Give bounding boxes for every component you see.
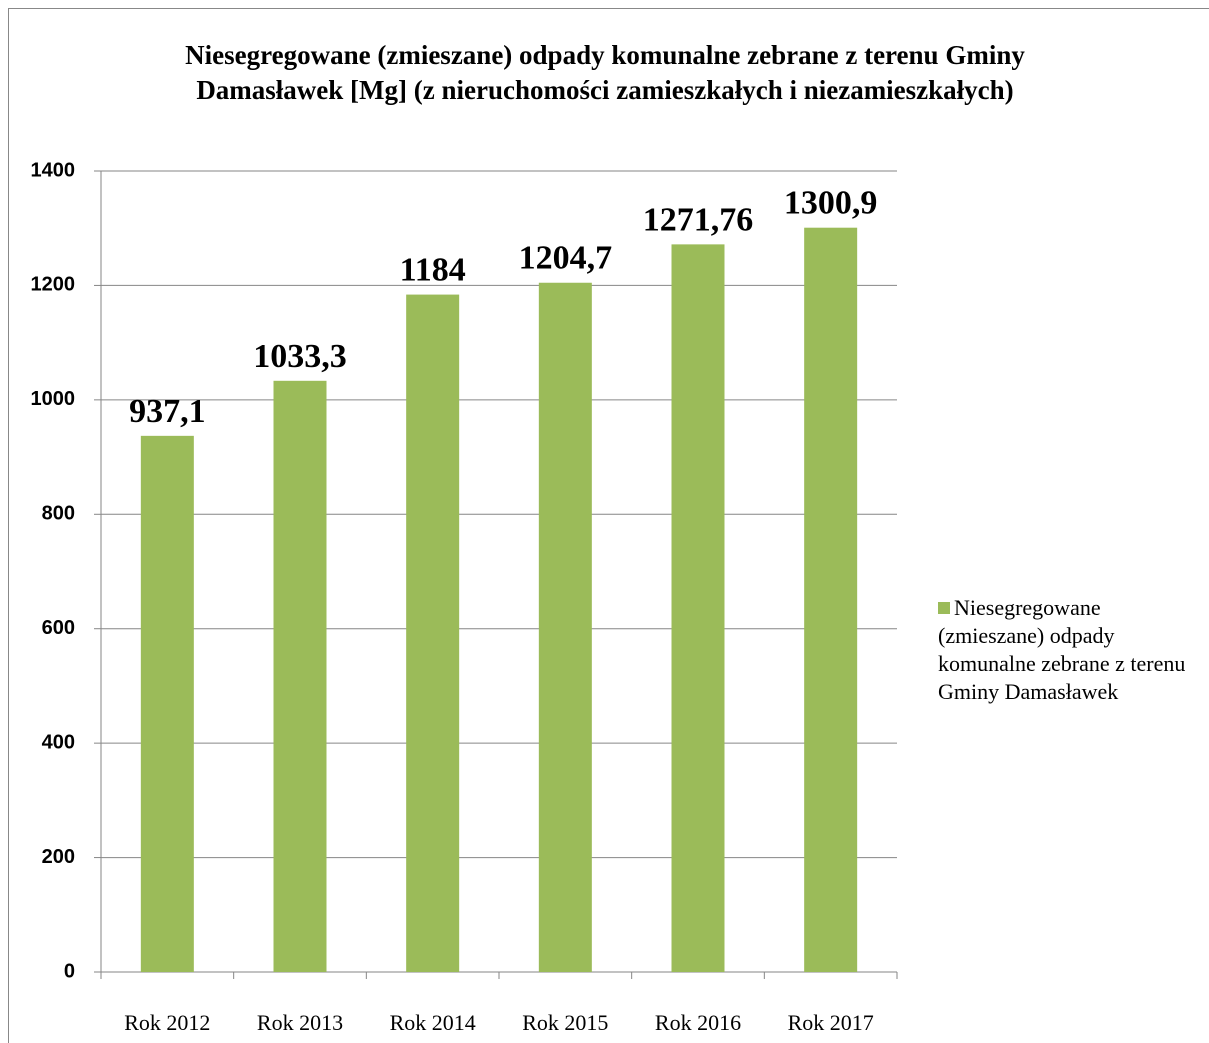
y-tick-label: 1400: [31, 159, 76, 181]
x-tick-label: Rok 2012: [124, 1010, 210, 1035]
bar: [538, 282, 592, 972]
value-label: 937,1: [129, 393, 206, 430]
value-label: 1271,76: [643, 201, 754, 238]
bar: [804, 227, 858, 973]
x-tick-label: Rok 2015: [522, 1010, 608, 1035]
y-tick-label: 0: [64, 960, 75, 982]
bar: [671, 244, 725, 973]
x-tick-label: Rok 2013: [257, 1010, 343, 1035]
chart-border: [8, 8, 1209, 1043]
x-tick-label: Rok 2016: [655, 1010, 741, 1035]
legend-swatch: [938, 602, 950, 614]
legend: Niesegregowane (zmieszane) odpady komuna…: [938, 594, 1203, 706]
value-label: 1204,7: [519, 240, 613, 277]
legend-label: Niesegregowane (zmieszane) odpady komuna…: [938, 595, 1186, 704]
y-tick-label: 200: [42, 846, 75, 868]
value-label: 1184: [400, 252, 466, 289]
bar: [140, 435, 194, 972]
y-tick-label: 600: [42, 617, 75, 639]
y-tick-label: 1200: [31, 274, 76, 296]
bar: [273, 380, 327, 972]
y-tick-label: 1000: [31, 388, 76, 410]
y-tick-label: 800: [42, 503, 75, 525]
y-tick-label: 400: [42, 731, 75, 753]
value-label: 1033,3: [253, 338, 347, 375]
bar: [406, 294, 460, 972]
value-label: 1300,9: [784, 185, 878, 222]
chart-title: Niesegregowane (zmieszane) odpady komuna…: [185, 40, 1025, 105]
x-tick-label: Rok 2014: [390, 1010, 476, 1035]
x-tick-label: Rok 2017: [788, 1010, 874, 1035]
